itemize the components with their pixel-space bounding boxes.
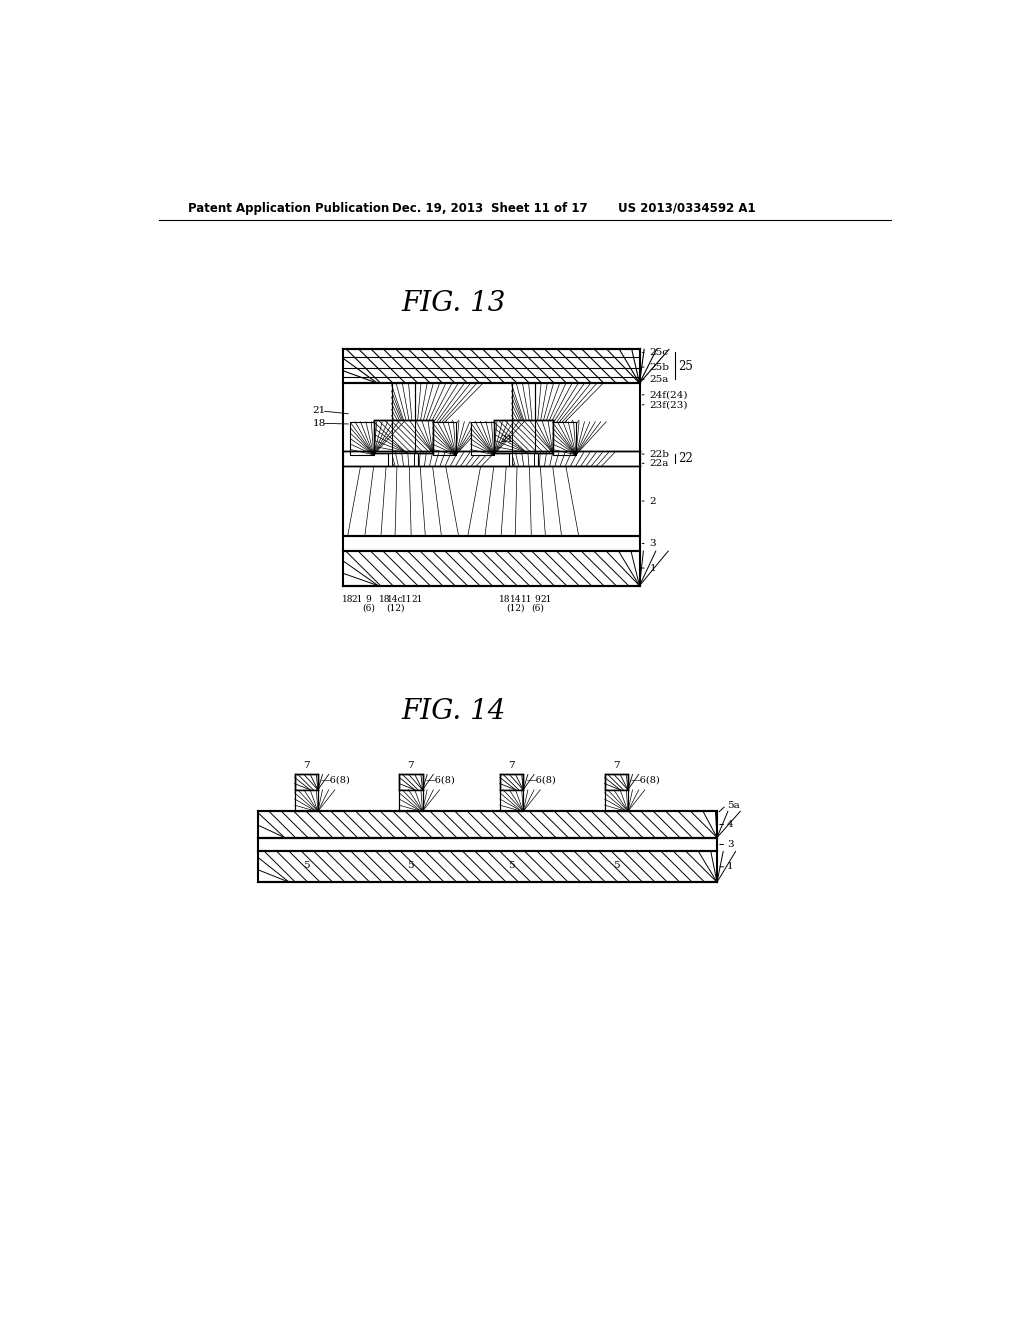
Text: 5: 5 (303, 861, 309, 870)
Bar (509, 453, 538, 536)
Text: 21: 21 (500, 436, 513, 444)
Text: Sheet 11 of 17: Sheet 11 of 17 (490, 202, 588, 215)
Text: 7: 7 (508, 760, 515, 770)
Text: FIG. 13: FIG. 13 (401, 289, 506, 317)
Bar (343, 350, 640, 383)
Text: 7: 7 (613, 760, 620, 770)
Bar (388, 453, 418, 536)
Text: 5: 5 (408, 861, 414, 870)
Text: 14c: 14c (387, 595, 403, 605)
Text: FIG. 14: FIG. 14 (401, 698, 506, 725)
Text: 25: 25 (678, 360, 693, 372)
Text: 22: 22 (678, 453, 693, 465)
Text: 11: 11 (401, 595, 413, 605)
Text: 18: 18 (379, 595, 390, 605)
Text: (12): (12) (506, 603, 524, 612)
Text: —6(8): —6(8) (631, 775, 660, 784)
Bar (258, 838, 717, 851)
Bar (343, 451, 640, 466)
Bar (343, 536, 640, 552)
Text: 5: 5 (508, 861, 515, 870)
Bar (392, 453, 414, 536)
Bar (604, 775, 628, 789)
Text: —6(8): —6(8) (426, 775, 456, 784)
Text: 22a: 22a (642, 459, 669, 467)
Text: 5a: 5a (727, 801, 739, 809)
Text: US 2013/0334592 A1: US 2013/0334592 A1 (617, 202, 756, 215)
Bar (258, 851, 717, 882)
Text: 21: 21 (541, 595, 552, 605)
Text: 25c: 25c (642, 348, 669, 356)
Text: 4: 4 (727, 820, 734, 829)
Text: 3: 3 (642, 539, 656, 548)
Text: 14: 14 (510, 595, 521, 605)
Bar (432, 422, 456, 455)
Text: 1: 1 (642, 564, 656, 573)
Text: (6): (6) (361, 603, 375, 612)
Bar (391, 383, 415, 453)
Bar (604, 789, 628, 812)
Bar (343, 466, 640, 536)
Bar (512, 453, 535, 536)
Text: 2: 2 (642, 496, 656, 506)
Text: 9: 9 (535, 595, 540, 605)
Bar (553, 422, 575, 455)
Bar (350, 422, 374, 455)
Text: 7: 7 (408, 760, 414, 770)
Bar (295, 775, 317, 789)
Text: 18: 18 (312, 418, 326, 428)
Bar (500, 789, 523, 812)
Text: 23f(23): 23f(23) (642, 400, 688, 409)
Text: Dec. 19, 2013: Dec. 19, 2013 (391, 202, 482, 215)
Bar (512, 383, 535, 453)
Text: 22b: 22b (642, 450, 670, 458)
Text: 24f(24): 24f(24) (642, 391, 688, 399)
Bar (343, 383, 640, 451)
Text: (6): (6) (530, 603, 544, 612)
Bar (471, 422, 494, 455)
Text: (12): (12) (386, 603, 404, 612)
Bar (258, 812, 717, 838)
Text: 21: 21 (312, 407, 326, 416)
Bar (399, 775, 423, 789)
Bar (374, 420, 432, 453)
Text: 21: 21 (351, 595, 364, 605)
Bar (295, 789, 317, 812)
Text: 1: 1 (727, 862, 734, 871)
Bar (343, 552, 640, 586)
Text: —6(8): —6(8) (526, 775, 556, 784)
Text: 25b: 25b (642, 363, 670, 371)
Text: Patent Application Publication: Patent Application Publication (188, 202, 390, 215)
Text: 7: 7 (303, 760, 309, 770)
Text: 18: 18 (499, 595, 510, 605)
Text: 18: 18 (342, 595, 353, 605)
Text: 9: 9 (366, 595, 371, 605)
Bar (494, 420, 553, 453)
Bar (399, 789, 423, 812)
Text: 25a: 25a (642, 375, 669, 384)
Text: —6(8): —6(8) (321, 775, 351, 784)
Text: 5: 5 (613, 861, 620, 870)
Bar (500, 775, 523, 789)
Text: 21: 21 (412, 595, 423, 605)
Text: 11: 11 (521, 595, 532, 605)
Text: 3: 3 (727, 840, 734, 849)
